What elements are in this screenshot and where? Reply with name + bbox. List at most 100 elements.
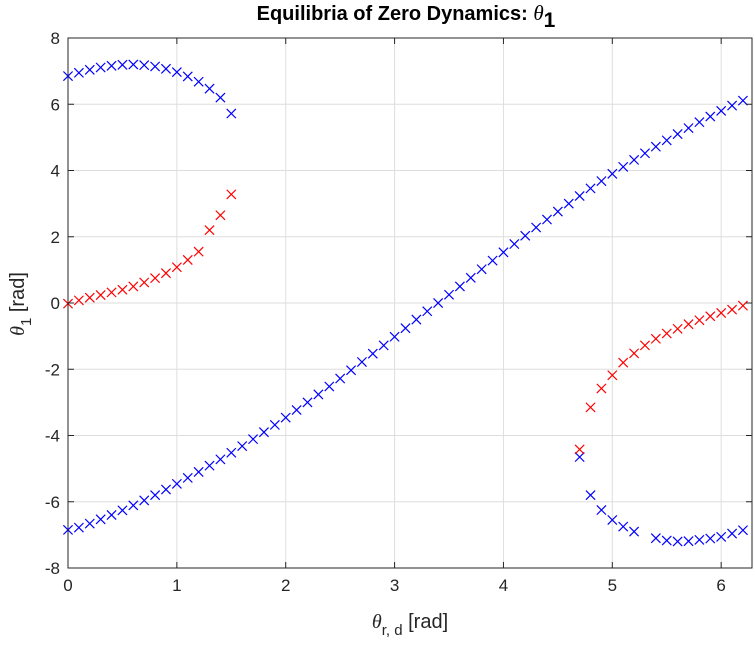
marker-stroke — [117, 284, 128, 295]
y-axis-label-symbol: θ — [7, 326, 29, 336]
marker-stroke — [182, 71, 193, 82]
marker-stroke — [73, 295, 84, 306]
y-tick-label: 2 — [51, 228, 60, 247]
data-point-x-marker — [487, 255, 498, 266]
marker-stroke — [139, 495, 150, 506]
data-point-x-marker — [629, 154, 640, 165]
data-point-x-marker — [596, 383, 607, 394]
chart-title: Equilibria of Zero Dynamics: θ1 — [257, 1, 556, 32]
marker-stroke — [683, 123, 694, 134]
marker-stroke — [204, 225, 215, 236]
marker-stroke — [346, 365, 357, 376]
x-tick-label: 0 — [63, 576, 72, 595]
marker-stroke — [552, 206, 563, 217]
marker-stroke — [498, 247, 509, 258]
data-point-x-marker — [400, 323, 411, 334]
marker-stroke — [160, 268, 171, 279]
data-point-x-marker — [204, 460, 215, 471]
data-point-x-marker — [215, 210, 226, 221]
data-point-x-marker — [182, 472, 193, 483]
marker-stroke — [672, 129, 683, 140]
marker-stroke — [193, 246, 204, 257]
data-point-x-marker — [629, 526, 640, 537]
marker-stroke — [574, 190, 585, 202]
data-point-x-marker — [128, 500, 139, 511]
marker-stroke — [716, 307, 727, 318]
marker-stroke — [661, 328, 672, 339]
marker-stroke — [727, 528, 738, 539]
data-point-x-marker — [302, 397, 313, 408]
marker-stroke — [160, 63, 171, 74]
data-point-x-marker — [215, 92, 226, 103]
y-axis-label-unit: [rad] — [7, 272, 29, 318]
marker-stroke — [139, 277, 150, 288]
y-tick-label: -2 — [45, 360, 60, 379]
marker-stroke — [476, 264, 487, 275]
data-point-x-marker — [672, 129, 683, 140]
marker-stroke — [226, 108, 237, 119]
data-point-x-marker — [139, 60, 150, 71]
data-point-x-marker — [727, 304, 738, 315]
x-tick-label: 4 — [499, 576, 508, 595]
x-tick-label: 1 — [172, 576, 181, 595]
marker-stroke — [705, 311, 716, 322]
marker-stroke — [204, 460, 215, 471]
marker-stroke — [204, 83, 215, 94]
data-point-x-marker — [618, 521, 629, 532]
marker-stroke — [443, 289, 455, 300]
data-point-x-marker — [258, 427, 269, 438]
y-tick-label: -8 — [45, 559, 60, 578]
data-point-x-marker — [346, 365, 357, 376]
data-point-x-marker — [193, 246, 204, 257]
marker-stroke — [160, 484, 171, 495]
marker-stroke — [182, 472, 193, 483]
marker-stroke — [400, 323, 411, 334]
marker-stroke — [650, 533, 661, 544]
marker-stroke — [520, 230, 531, 241]
marker-stroke — [193, 466, 204, 477]
data-point-x-marker — [465, 272, 476, 283]
marker-stroke — [215, 92, 226, 103]
marker-stroke — [117, 59, 128, 70]
marker-stroke — [683, 319, 694, 330]
data-point-x-marker — [237, 441, 248, 452]
y-axis-label: θ1 [rad] — [7, 272, 35, 336]
marker-stroke — [509, 239, 520, 250]
data-point-x-marker — [737, 525, 748, 536]
data-point-x-marker — [106, 509, 117, 521]
data-point-x-marker — [661, 135, 672, 146]
marker-stroke — [84, 292, 95, 303]
marker-stroke — [95, 62, 106, 73]
data-point-x-marker — [324, 381, 335, 392]
marker-stroke — [117, 505, 128, 516]
marker-stroke — [596, 383, 607, 394]
marker-stroke — [629, 348, 640, 359]
marker-stroke — [128, 500, 139, 511]
marker-stroke — [454, 281, 465, 292]
data-point-x-marker — [95, 62, 106, 73]
data-point-x-marker — [727, 528, 738, 539]
marker-stroke — [182, 254, 193, 265]
data-point-x-marker — [150, 61, 161, 72]
data-point-x-marker — [378, 340, 389, 351]
marker-stroke — [335, 373, 346, 384]
data-point-x-marker — [226, 189, 237, 200]
data-point-x-marker — [683, 123, 694, 134]
marker-stroke — [291, 404, 302, 416]
data-point-x-marker — [596, 176, 607, 187]
marker-stroke — [258, 427, 269, 438]
data-point-x-marker — [607, 514, 618, 525]
marker-stroke — [694, 315, 705, 326]
y-tick-label: 4 — [51, 162, 60, 181]
data-point-x-marker — [117, 59, 128, 70]
y-tick-label: 0 — [51, 294, 60, 313]
marker-stroke — [650, 141, 661, 152]
marker-stroke — [607, 514, 618, 525]
data-point-x-marker — [204, 83, 215, 94]
chart-title-text: Equilibria of Zero Dynamics: — [257, 3, 534, 25]
marker-stroke — [128, 59, 139, 70]
y-tick-label: -4 — [45, 427, 60, 446]
data-point-x-marker — [193, 466, 204, 477]
data-point-x-marker — [661, 328, 672, 339]
data-point-x-marker — [629, 348, 640, 359]
